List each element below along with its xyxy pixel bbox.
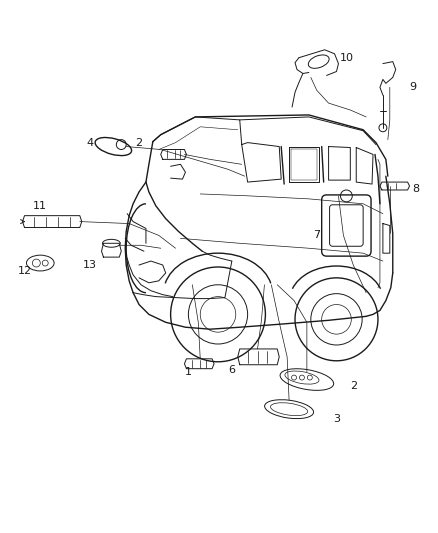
Text: 9: 9	[409, 82, 416, 92]
Text: 2: 2	[350, 382, 357, 391]
Text: 3: 3	[333, 414, 340, 424]
Text: 6: 6	[228, 365, 235, 375]
Text: 1: 1	[185, 367, 192, 377]
Text: 2: 2	[135, 138, 143, 148]
Text: 4: 4	[86, 138, 93, 148]
Text: 10: 10	[339, 53, 353, 63]
Text: 11: 11	[33, 201, 47, 211]
Text: 13: 13	[83, 260, 97, 270]
Text: 12: 12	[18, 266, 32, 276]
Text: 8: 8	[412, 184, 419, 194]
Text: 7: 7	[313, 230, 320, 240]
